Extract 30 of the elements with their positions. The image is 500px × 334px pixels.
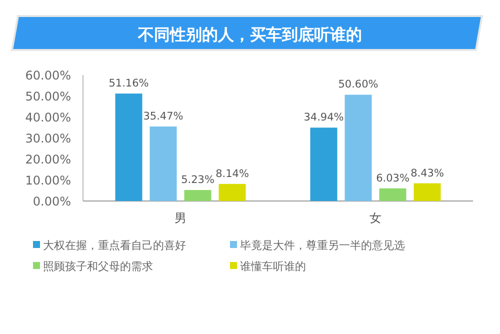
legend-label: 毕竟是大件，尊重另一半的意见选 xyxy=(240,239,405,252)
x-tick-label: 男 xyxy=(174,211,186,225)
x-tick-label: 女 xyxy=(370,211,382,225)
data-label: 35.47% xyxy=(143,110,184,123)
data-label: 5.23% xyxy=(181,174,214,186)
chart-title: 不同性别的人，买车到底听谁的 xyxy=(137,25,362,44)
bar xyxy=(379,188,406,201)
legend-label: 照顾孩子和父母的需求 xyxy=(43,260,153,273)
data-label: 34.94% xyxy=(304,112,344,124)
bar xyxy=(344,94,372,201)
data-label: 8.43% xyxy=(410,167,444,180)
data-label: 6.03% xyxy=(376,172,410,184)
bar xyxy=(218,184,246,201)
bar xyxy=(414,183,441,201)
bar xyxy=(184,190,212,201)
data-label: 50.60% xyxy=(338,78,378,91)
y-tick-label: 60.00% xyxy=(25,68,71,82)
y-tick-label: 50.00% xyxy=(25,90,71,104)
y-tick-label: 0.00% xyxy=(32,194,71,208)
legend-label: 大权在握，重点看自己的喜好 xyxy=(43,239,186,252)
data-label: 51.16% xyxy=(108,78,149,90)
data-label: 8.14% xyxy=(216,168,249,180)
y-tick-label: 10.00% xyxy=(25,174,71,188)
y-tick-label: 30.00% xyxy=(25,132,71,146)
y-tick-label: 40.00% xyxy=(25,110,71,124)
bar xyxy=(310,128,338,201)
bar xyxy=(150,126,177,201)
bar xyxy=(115,94,142,201)
y-tick-label: 20.00% xyxy=(25,152,71,166)
legend-label: 谁懂车听谁的 xyxy=(240,260,306,273)
